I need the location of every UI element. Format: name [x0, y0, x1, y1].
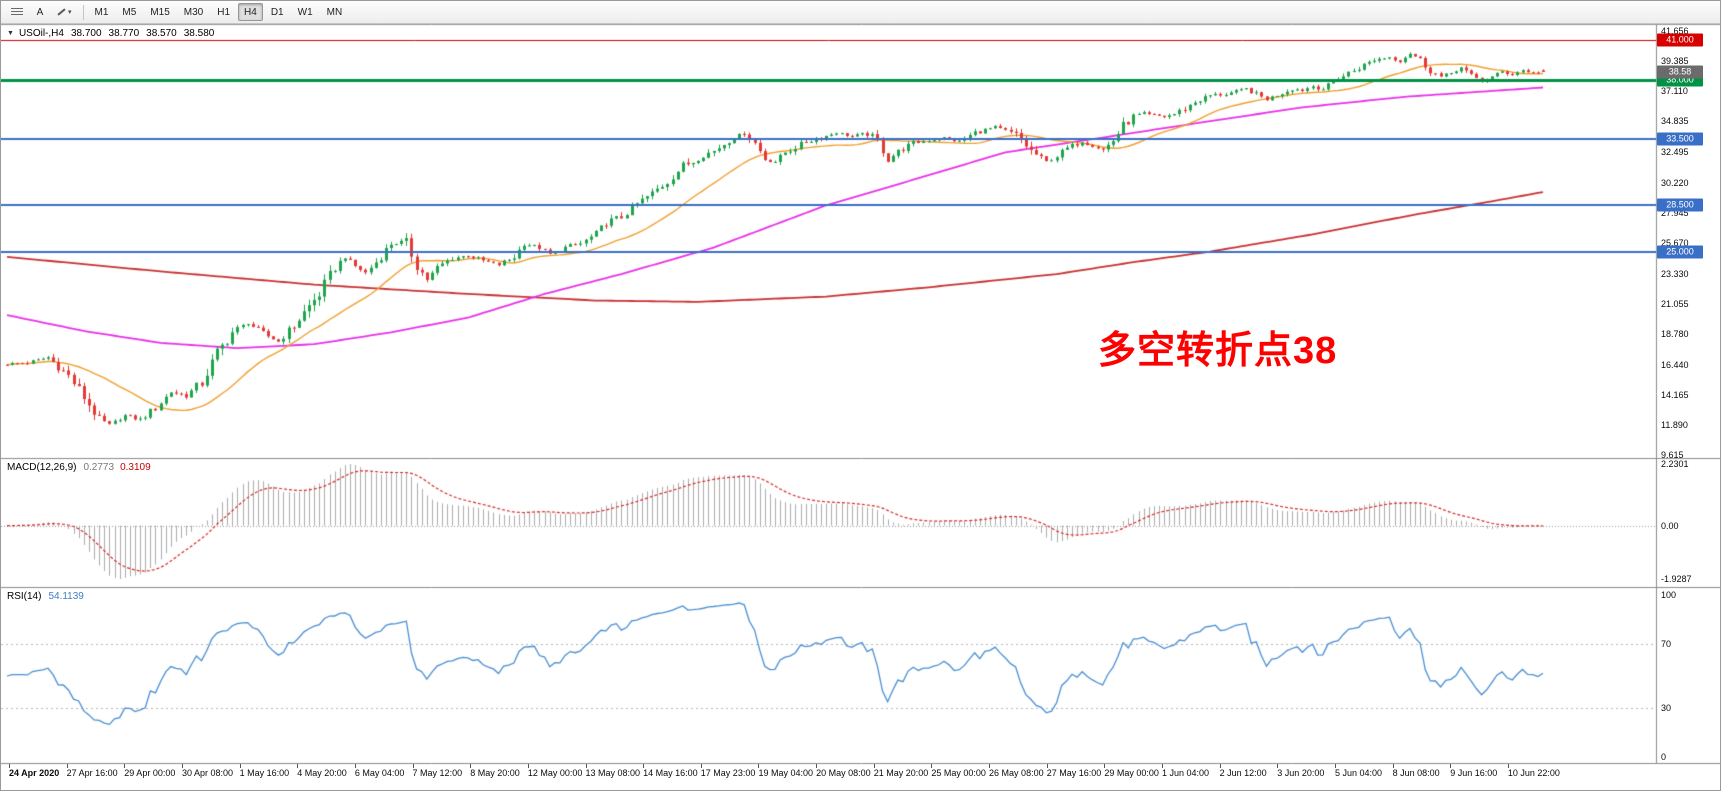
timeframe-button-h4[interactable]: H4	[238, 3, 263, 21]
symbol-period-label: USOil-,H4	[18, 28, 64, 39]
chart-templates-button[interactable]	[5, 3, 29, 21]
macd-signal-value: 0.3109	[120, 462, 151, 473]
timeframe-button-w1[interactable]: W1	[297, 6, 313, 18]
timeframe-button-group: M1 M5 M15 M30 H1 H4 D1 W1 MN	[89, 3, 349, 21]
rsi-name: RSI(14)	[7, 591, 42, 602]
caret-down-icon: ▾	[68, 8, 72, 16]
symbol-dropdown-icon[interactable]: ▼	[7, 30, 14, 37]
lines-icon	[11, 7, 23, 17]
timeframe-button-mn[interactable]: MN	[326, 6, 343, 18]
low-readout: 38.570	[146, 28, 177, 39]
high-readout: 38.770	[108, 28, 140, 39]
text-tool-button[interactable]: A	[36, 6, 44, 18]
toolbar: A ▾ M1 M5 M15 M30 H1 H4 D1 W1 MN	[1, 1, 1720, 24]
chart-title: ▼ USOil-,H4 38.700 38.770 38.570 38.580	[7, 28, 214, 39]
timeframe-button-h1[interactable]: H1	[217, 6, 231, 18]
timeframe-button-d1[interactable]: D1	[270, 6, 284, 18]
timeframe-button-m1[interactable]: M1	[94, 6, 109, 18]
close-readout: 38.580	[183, 28, 215, 39]
macd-indicator-label: MACD(12,26,9) 0.2773 0.3109	[7, 462, 151, 473]
open-readout: 38.700	[70, 28, 102, 39]
macd-name: MACD(12,26,9)	[7, 462, 77, 473]
drawing-tools-dropdown[interactable]: ▾	[51, 3, 78, 21]
rsi-indicator-label: RSI(14) 54.1139	[7, 591, 84, 602]
chart-annotation-text[interactable]: 多空转折点38	[1098, 330, 1338, 372]
rsi-value: 54.1139	[48, 591, 84, 602]
macd-main-value: 0.2773	[83, 462, 115, 473]
pen-icon	[57, 8, 66, 16]
timeframe-button-m5[interactable]: M5	[122, 6, 137, 18]
timeframe-button-m30[interactable]: M30	[183, 6, 204, 18]
timeframe-button-m15[interactable]: M15	[150, 6, 170, 18]
toolbar-separator	[82, 4, 84, 20]
